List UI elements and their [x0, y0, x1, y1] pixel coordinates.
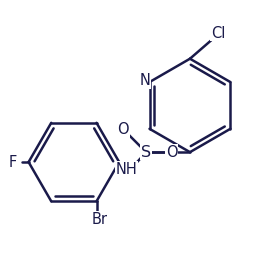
Text: S: S [141, 145, 151, 160]
Text: NH: NH [115, 162, 137, 177]
Text: N: N [140, 73, 151, 88]
Text: Cl: Cl [211, 26, 225, 41]
Text: O: O [118, 122, 129, 137]
Text: Br: Br [91, 212, 107, 227]
Text: O: O [166, 145, 177, 160]
Text: F: F [9, 155, 17, 170]
